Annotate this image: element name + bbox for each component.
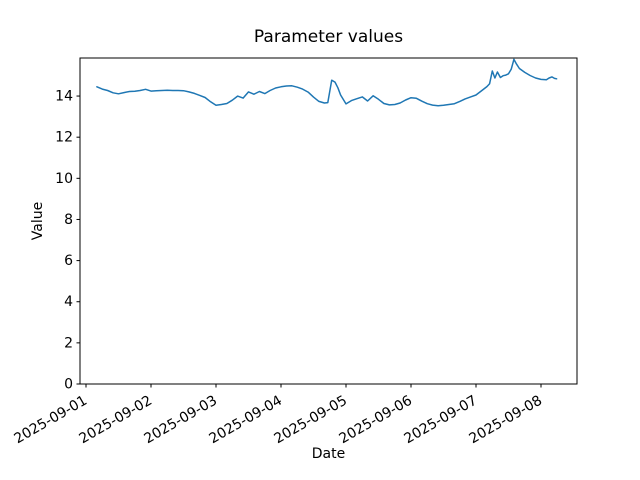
y-tick-label: 8 [64, 212, 73, 228]
x-axis-label: Date [311, 446, 346, 462]
x-tick-label: 2025-09-08 [467, 393, 545, 448]
x-tick-label: 2025-09-03 [142, 393, 220, 448]
x-tick-label: 2025-09-01 [12, 393, 90, 448]
y-tick-label: 12 [55, 130, 73, 146]
y-tick-label: 10 [55, 171, 73, 187]
axes-frame [79, 57, 578, 385]
y-tick-label: 2 [64, 335, 73, 351]
chart-title: Parameter values [253, 27, 404, 47]
y-tick-label: 14 [55, 89, 73, 105]
x-tick-label: 2025-09-05 [272, 393, 350, 448]
y-tick-label: 4 [64, 294, 73, 310]
x-tick-label: 2025-09-07 [402, 393, 480, 448]
x-tick-label: 2025-09-04 [207, 393, 286, 448]
y-tick-label: 6 [64, 253, 73, 269]
x-tick-label: 2025-09-02 [77, 393, 155, 448]
y-tick-label: 0 [64, 377, 73, 393]
x-tick-label: 2025-09-06 [337, 393, 416, 448]
data-line [96, 58, 558, 107]
